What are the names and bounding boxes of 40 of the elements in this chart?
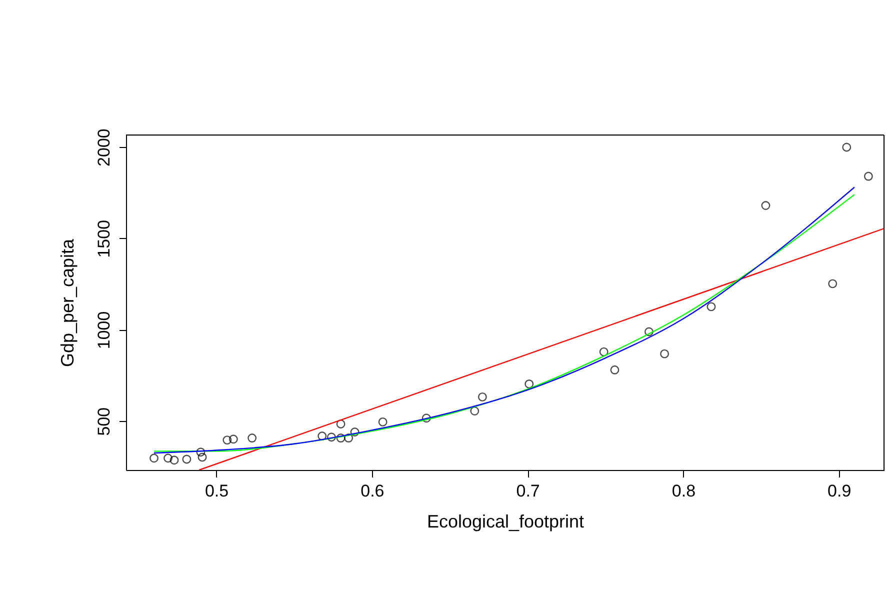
- point: [248, 434, 257, 442]
- point: [378, 417, 388, 426]
- y-tick-label: 2000: [94, 128, 114, 166]
- point: [336, 434, 346, 442]
- x-tick-label: 0.5: [204, 482, 229, 500]
- point: [706, 302, 716, 312]
- point: [470, 406, 480, 416]
- point: [344, 434, 354, 442]
- x-tick-label: 0.6: [360, 482, 384, 500]
- point: [170, 456, 179, 465]
- point: [644, 327, 654, 336]
- point: [228, 434, 238, 444]
- point: [196, 448, 206, 457]
- y-tick-label: 1000: [94, 311, 114, 350]
- point: [842, 142, 852, 152]
- x-tick-label: 0.7: [516, 482, 540, 500]
- point: [761, 201, 770, 210]
- point: [164, 454, 172, 463]
- x-tick-label: 0.9: [828, 482, 852, 500]
- point: [150, 454, 158, 463]
- point: [478, 392, 487, 402]
- point: [610, 365, 620, 374]
- point: [336, 420, 346, 428]
- y-axis-title: Gdp_per_capita: [58, 238, 78, 368]
- point: [318, 432, 327, 440]
- point: [660, 349, 670, 358]
- x-tick-label: 0.8: [672, 482, 696, 500]
- point: [828, 279, 838, 288]
- point: [326, 432, 336, 442]
- point: [524, 380, 534, 388]
- point: [599, 347, 608, 356]
- point: [198, 452, 207, 462]
- point: [182, 454, 192, 464]
- x-axis-title: Ecological_footprint: [426, 512, 584, 532]
- point: [864, 172, 873, 181]
- point: [422, 414, 431, 423]
- point: [222, 436, 232, 445]
- point: [350, 428, 360, 436]
- y-tick-label: 500: [94, 407, 114, 436]
- y-tick-label: 1500: [94, 220, 114, 258]
